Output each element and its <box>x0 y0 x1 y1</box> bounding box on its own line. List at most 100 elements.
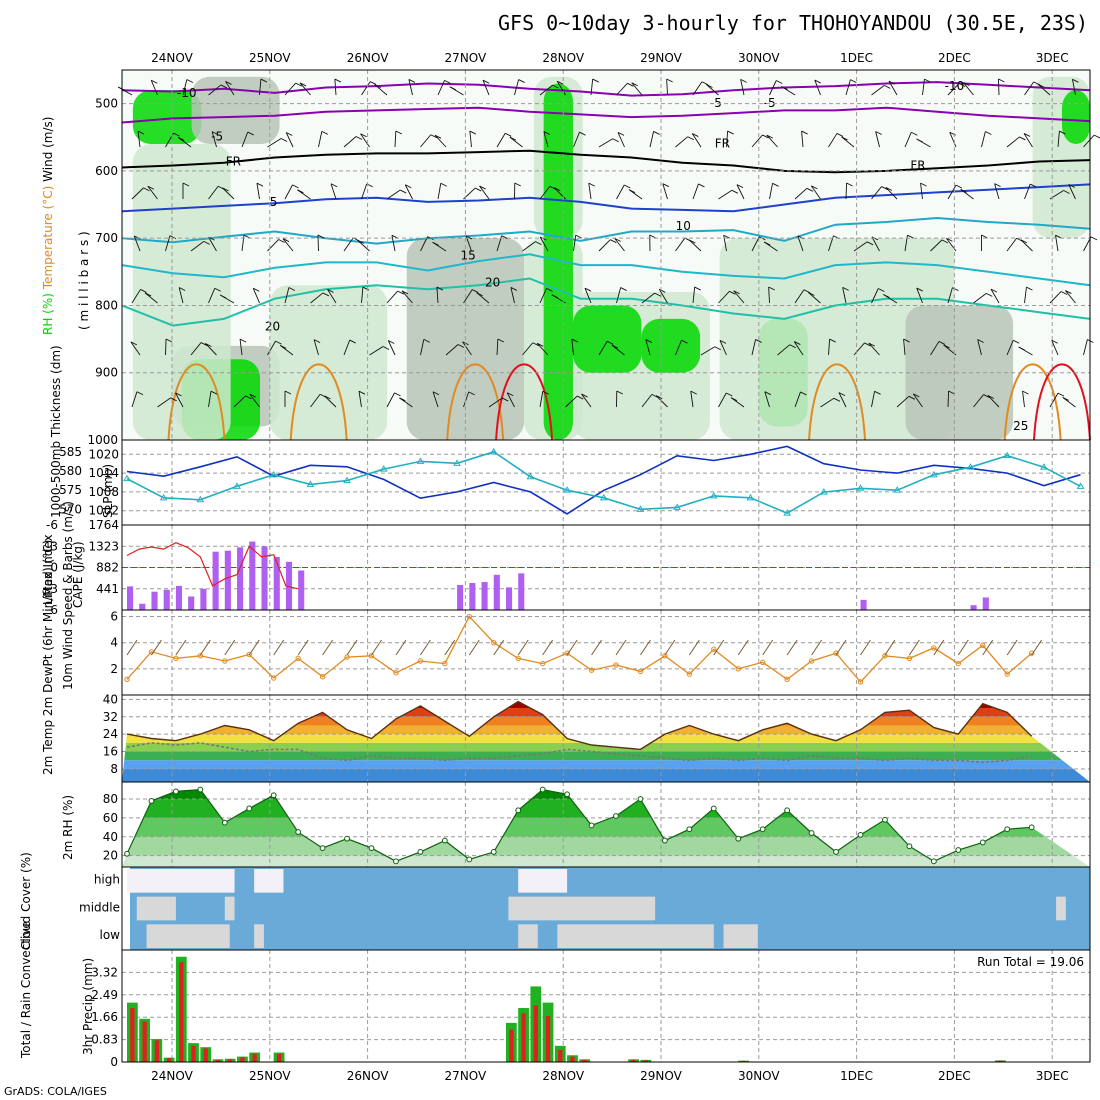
wind-barb-flag <box>584 287 592 292</box>
wind-barb <box>522 241 536 252</box>
wind-barb-flag <box>577 395 584 400</box>
wind-barb-flag <box>220 84 228 89</box>
wind-barb <box>751 236 760 252</box>
wind-barb-flag <box>219 294 227 299</box>
rh-marker <box>882 816 888 823</box>
wind-barb-flag <box>551 294 558 299</box>
wind-barb <box>190 342 202 356</box>
wind-speed-marker <box>246 651 252 658</box>
thickness-marker <box>489 447 498 455</box>
thickness-tick-label: 575 <box>59 483 82 497</box>
wind-barb-flag <box>864 342 871 347</box>
wind-barb-flag <box>998 78 1005 83</box>
wind-barb-flag <box>214 287 221 292</box>
wind-barb-flag <box>776 80 783 84</box>
wind-barb-flag <box>382 346 390 350</box>
wind-barb <box>692 81 703 96</box>
wind-barb-flag <box>543 131 551 135</box>
wind-barb-10m <box>688 639 700 656</box>
rh-marker <box>930 858 937 865</box>
wind-barb-flag <box>960 188 967 193</box>
wind-barb <box>896 395 910 408</box>
wind-barb-flag <box>690 390 697 395</box>
wind-barb-10m <box>199 639 211 656</box>
thickness-marker <box>893 486 902 493</box>
cape-bar <box>273 556 280 610</box>
wind-barb <box>310 393 321 408</box>
precip-convective-bar <box>558 1049 563 1062</box>
wind-speed-marker <box>124 676 130 683</box>
temp-tick-label: 16 <box>103 745 118 759</box>
wind-barb <box>267 239 279 252</box>
wind-barb <box>469 131 472 148</box>
wind-barb <box>655 395 668 408</box>
wind-barb <box>318 131 323 148</box>
wind-barb-flag <box>958 83 966 87</box>
rh-band <box>122 855 1090 867</box>
wind-barb <box>208 288 216 304</box>
wind-barb <box>1022 391 1025 408</box>
wind-barb-10m <box>615 639 627 656</box>
wind-barb <box>598 341 608 356</box>
contour-label: FR <box>226 155 241 169</box>
wind-barb-flag <box>850 79 857 84</box>
contour-label: FR <box>715 136 730 150</box>
wind-barb-10m <box>957 639 969 656</box>
wind-barb-flag <box>888 80 896 85</box>
wind-barb <box>581 393 592 408</box>
wind-barb <box>358 391 362 408</box>
wind-barb-flag <box>740 78 747 83</box>
wind-barb <box>740 79 745 96</box>
wind-barb <box>871 236 880 252</box>
rh-marker <box>490 848 497 855</box>
wind-barb-flag <box>762 134 769 139</box>
wind-speed-marker <box>808 658 815 664</box>
contour-label: 20 <box>265 319 280 333</box>
wind-barb-flag <box>1065 290 1072 294</box>
wind-barb <box>157 397 171 408</box>
wind-barb-flag <box>1063 190 1070 194</box>
cape-bar <box>139 603 146 610</box>
wind-barb-flag <box>200 342 208 346</box>
wind-barb <box>617 132 625 148</box>
rh-shading-region <box>641 318 701 373</box>
wind-barb-flag <box>1026 286 1033 291</box>
wind-barb-flag <box>280 138 288 142</box>
wind-barb <box>514 79 520 96</box>
wind-barb <box>313 339 319 356</box>
wind-barb-flag <box>430 134 437 139</box>
wind-barb <box>420 339 425 356</box>
wind-barb-10m <box>175 639 187 656</box>
wind-barb <box>690 391 694 408</box>
thickness-marker <box>343 476 351 484</box>
cape-tick-label: 882 <box>96 561 119 575</box>
rh-tick-label: 80 <box>103 792 118 806</box>
wind-barb-flag <box>505 132 512 137</box>
wind-barb <box>1006 340 1014 356</box>
warm-isotherm-arch <box>289 363 348 441</box>
wind-barb <box>981 131 986 148</box>
wind-barb-flag <box>1023 133 1031 137</box>
thickness-marker <box>636 505 645 512</box>
wind-barb <box>434 134 447 148</box>
wind-barb-flag <box>465 235 473 240</box>
wind-barb-flag <box>1022 390 1029 395</box>
wind-barb <box>299 82 311 96</box>
cape-bar <box>261 546 268 610</box>
wind-barb-flag <box>535 241 542 245</box>
wind-barb-flag <box>468 391 475 396</box>
wind-speed-marker <box>613 662 619 668</box>
wind-barb-flag <box>755 339 762 343</box>
wind-barb <box>598 239 611 252</box>
wind-speed-marker <box>417 658 424 664</box>
slp-ylabel: SLP (mb) <box>101 464 115 518</box>
wind-barb <box>903 339 906 356</box>
pressure-tick-label: 600 <box>95 164 118 178</box>
wind-barb-flag <box>449 86 456 91</box>
wind-barb <box>1057 131 1060 148</box>
wind-barb-flag <box>205 343 212 347</box>
wind-tick-label: 2 <box>110 662 118 676</box>
thickness-marker <box>1003 451 1012 459</box>
wind-barb <box>285 132 294 148</box>
wind-barb <box>718 392 727 408</box>
